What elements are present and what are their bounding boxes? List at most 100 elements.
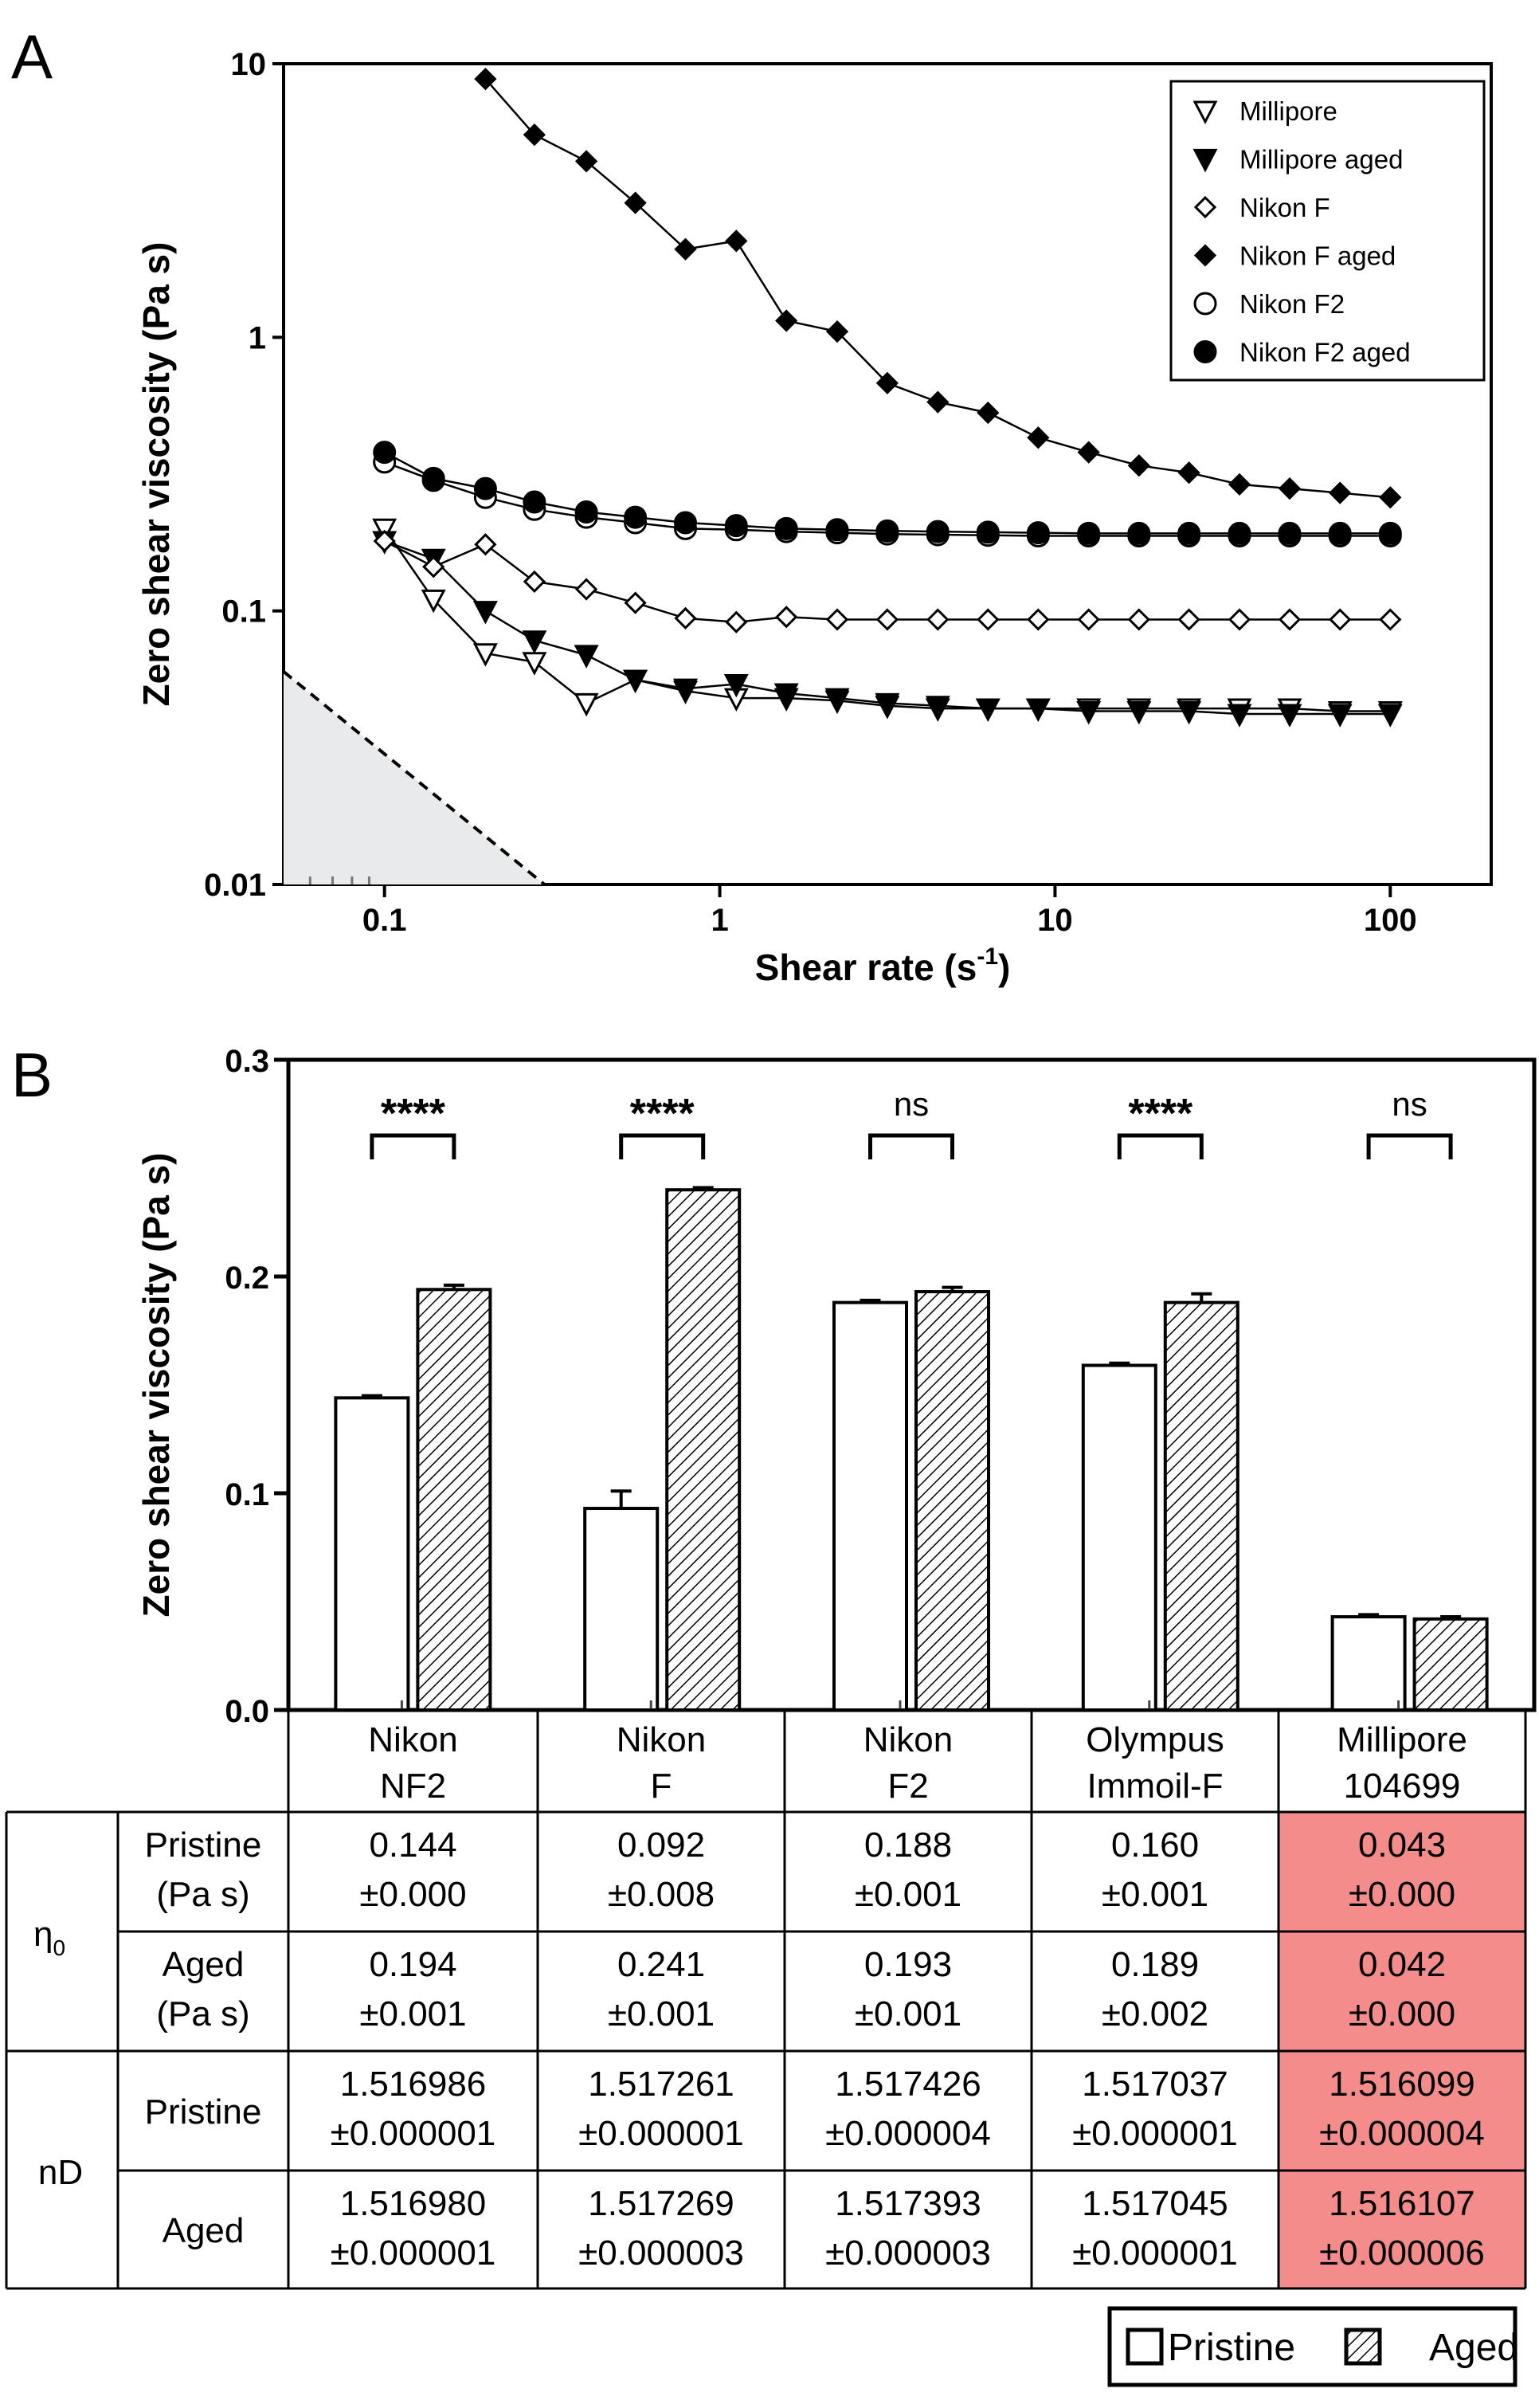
legend-frame — [1169, 80, 1486, 382]
data-point — [623, 669, 648, 694]
data-point — [925, 696, 950, 720]
row-label: Aged — [163, 2211, 245, 2250]
legend-marker — [1192, 100, 1218, 124]
cell-error: ±0.000001 — [578, 2114, 744, 2153]
legend-marker — [1193, 244, 1217, 267]
cell-error: ±0.000004 — [825, 2114, 991, 2153]
data-point — [775, 309, 798, 332]
bar-legend: Pristine Aged — [1107, 2306, 1518, 2387]
series-nikon-f — [373, 529, 1402, 633]
cell-value: 1.517037 — [1082, 2065, 1228, 2104]
data-point — [1327, 704, 1353, 727]
cell-error: ±0.000001 — [331, 2114, 496, 2153]
data-point — [1076, 701, 1102, 725]
data-point — [1127, 608, 1150, 631]
data-point — [1227, 704, 1252, 727]
data-point — [574, 578, 598, 601]
cell-error: ±0.000006 — [1319, 2233, 1485, 2273]
data-point — [474, 533, 497, 556]
table-header-line1: Nikon — [368, 1720, 458, 1759]
data-point — [673, 678, 698, 703]
data-point — [1027, 426, 1050, 449]
legend-entry: Nikon F aged — [1239, 241, 1396, 271]
table-header-line2: F2 — [887, 1767, 928, 1806]
shaded-area — [284, 671, 545, 884]
x-axis-title-sup: -1 — [977, 943, 998, 970]
data-point — [1329, 481, 1352, 504]
row-label: Pristine — [145, 2092, 262, 2132]
data-point — [824, 688, 850, 712]
data-point — [574, 500, 598, 524]
data-point — [1077, 521, 1101, 545]
data-point — [574, 645, 599, 669]
data-point — [574, 150, 598, 173]
data-point — [1378, 521, 1402, 545]
cell-error: ±0.008 — [608, 1875, 715, 1914]
group-label-nd: nD — [38, 2153, 83, 2192]
cell-error: ±0.000001 — [331, 2233, 496, 2273]
table-header-line1: Millipore — [1337, 1720, 1467, 1759]
data-point — [926, 608, 950, 631]
row-label: Aged — [163, 1945, 245, 1984]
cell-error: ±0.000 — [359, 1875, 466, 1914]
bar-pristine — [1330, 1615, 1407, 1712]
bar-group — [334, 1186, 1489, 1712]
bar-aged — [665, 1188, 742, 1712]
table-header-line1: Nikon — [617, 1720, 707, 1759]
bar-aged — [1412, 1617, 1489, 1712]
series-millipore-aged — [372, 531, 1403, 727]
cell-value: 1.517393 — [835, 2184, 981, 2223]
row-unit: (Pa s) — [156, 1994, 249, 2033]
legend-entry: Nikon F — [1239, 193, 1330, 222]
data-point — [674, 237, 697, 261]
cell-value: 0.043 — [1358, 1826, 1446, 1865]
y-tick-label-a: 0.1 — [221, 594, 266, 629]
cell-value: 0.092 — [617, 1826, 705, 1865]
data-point — [1278, 521, 1302, 545]
y-tick-label-a: 1 — [249, 320, 266, 355]
bar-aged — [914, 1290, 990, 1712]
line-chart: 0.01 0.1 1 10 0.1 1 10 100 Zero shear viscosity… — [135, 47, 1493, 988]
data-point — [473, 477, 497, 500]
cell-error: ±0.001 — [359, 1994, 466, 2033]
data-point — [977, 608, 1000, 631]
data-point — [422, 555, 445, 578]
data-point — [926, 520, 950, 543]
legend-marker — [1193, 195, 1217, 219]
data-point — [1177, 521, 1201, 545]
cell-error: ±0.000 — [1349, 1875, 1455, 1914]
cell-value: 0.193 — [864, 1945, 952, 1984]
data-point — [1027, 608, 1050, 631]
cell-value: 0.042 — [1358, 1945, 1446, 1984]
bar-aged — [1163, 1300, 1239, 1712]
legend-entry: Millipore aged — [1239, 145, 1403, 175]
bar-pristine — [583, 1507, 660, 1712]
significance-bracket — [619, 1133, 706, 1159]
legend-entry: Nikon F2 — [1239, 289, 1345, 319]
data-point — [1177, 701, 1202, 725]
legend-marker — [1193, 340, 1217, 363]
y-axis-title-a: Zero shear viscosity (Pa s) — [135, 242, 177, 707]
cell-value: 0.160 — [1111, 1826, 1199, 1865]
data-point — [373, 441, 397, 465]
legend-swatch-pristine — [1126, 2328, 1164, 2366]
significance-bracket — [868, 1133, 954, 1159]
data-point — [624, 591, 647, 614]
cell-value: 0.144 — [369, 1826, 456, 1865]
dashed-limit-line — [282, 670, 546, 886]
y-tick-label-a: 0.01 — [204, 868, 266, 903]
data-point — [674, 606, 697, 630]
cell-error: ±0.000 — [1349, 1994, 1455, 2033]
data-point — [875, 692, 900, 717]
x-tick-label-a: 10 — [1037, 903, 1073, 938]
data-point — [775, 606, 798, 629]
x-tick-label-a: 1 — [711, 903, 728, 938]
y-tick-label-b: 0.3 — [225, 1044, 269, 1079]
y-tick-label-b: 0.0 — [225, 1694, 269, 1729]
data-point — [875, 608, 899, 631]
data-point — [976, 520, 1000, 544]
data-point — [773, 683, 799, 707]
x-axis-title-main: Shear rate (s — [755, 947, 977, 988]
panel-label-b: B — [11, 1040, 53, 1110]
legend-marker — [1193, 292, 1217, 316]
